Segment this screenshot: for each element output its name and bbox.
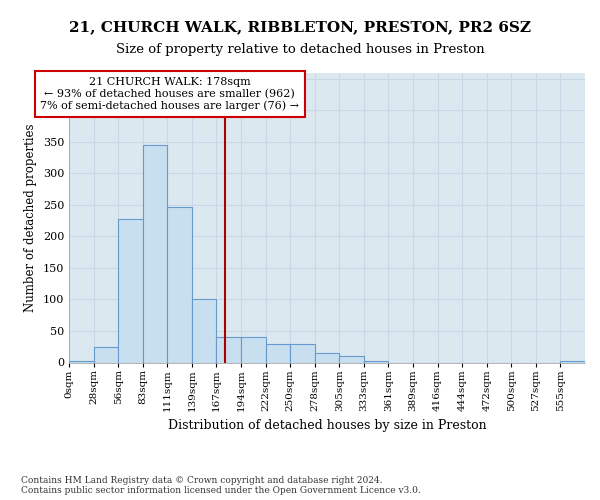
Bar [192, 300, 217, 362]
Text: Size of property relative to detached houses in Preston: Size of property relative to detached ho… [116, 42, 484, 56]
Text: 21, CHURCH WALK, RIBBLETON, PRESTON, PR2 6SZ: 21, CHURCH WALK, RIBBLETON, PRESTON, PR2… [69, 20, 531, 34]
Bar [217, 338, 241, 362]
Bar [241, 338, 266, 362]
Bar [339, 356, 364, 362]
Bar [94, 346, 118, 362]
Bar [69, 361, 94, 362]
Bar [167, 207, 192, 362]
X-axis label: Distribution of detached houses by size in Preston: Distribution of detached houses by size … [167, 420, 487, 432]
Bar [143, 145, 167, 362]
Bar [315, 353, 339, 362]
Text: Contains HM Land Registry data © Crown copyright and database right 2024.
Contai: Contains HM Land Registry data © Crown c… [21, 476, 421, 495]
Text: 21 CHURCH WALK: 178sqm
← 93% of detached houses are smaller (962)
7% of semi-det: 21 CHURCH WALK: 178sqm ← 93% of detached… [40, 77, 299, 111]
Bar [290, 344, 315, 362]
Bar [118, 219, 143, 362]
Bar [266, 344, 290, 362]
Y-axis label: Number of detached properties: Number of detached properties [24, 123, 37, 312]
Bar [560, 361, 585, 362]
Bar [364, 361, 388, 362]
